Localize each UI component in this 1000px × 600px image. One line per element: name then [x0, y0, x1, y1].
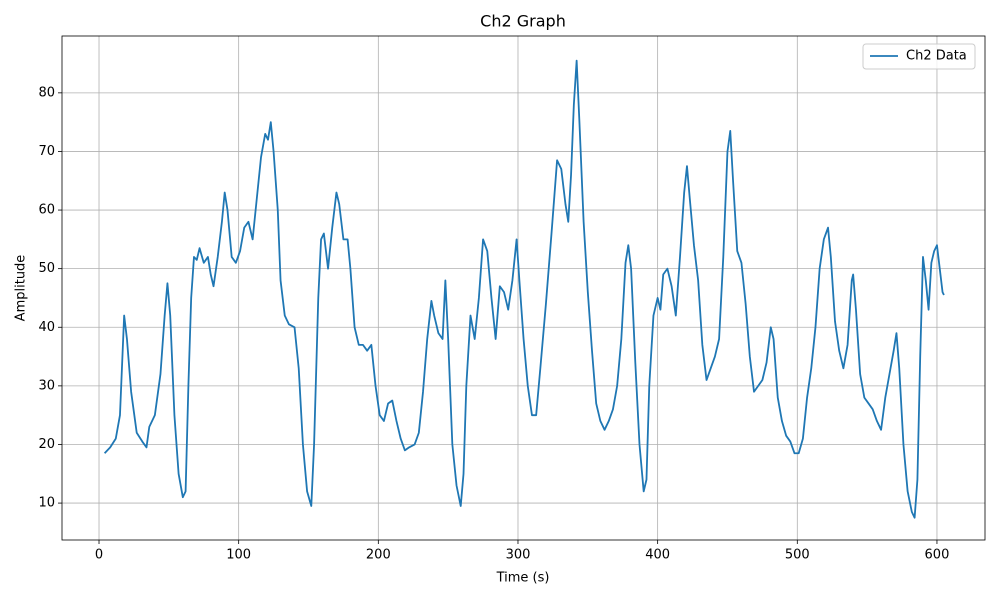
legend-box — [862, 43, 976, 70]
plot-frame — [61, 35, 986, 541]
legend: Ch2 Data — [862, 43, 976, 70]
chart-title: Ch2 Graph — [480, 12, 566, 31]
data-line — [103, 59, 945, 519]
x-tick-label: 500 — [785, 548, 810, 563]
y-tick-label: 40 — [38, 320, 55, 335]
x-tick-label: 100 — [226, 548, 251, 563]
legend-label: Ch2 Data — [906, 49, 967, 64]
y-tick-label: 70 — [38, 144, 55, 159]
x-tick-label: 400 — [645, 548, 670, 563]
x-tick-label: 0 — [95, 548, 103, 563]
y-tick-label: 80 — [38, 85, 55, 100]
x-axis-label: Time (s) — [496, 571, 550, 586]
x-tick-label: 600 — [925, 548, 950, 563]
y-tick-label: 10 — [38, 496, 55, 511]
x-tick-label: 200 — [366, 548, 391, 563]
y-tick-label: 50 — [38, 261, 55, 276]
y-tick-label: 30 — [38, 378, 55, 393]
y-tick-label: 60 — [38, 203, 55, 218]
y-axis-label: Amplitude — [14, 255, 29, 322]
x-tick-label: 300 — [506, 548, 531, 563]
y-tick-label: 20 — [38, 437, 55, 452]
